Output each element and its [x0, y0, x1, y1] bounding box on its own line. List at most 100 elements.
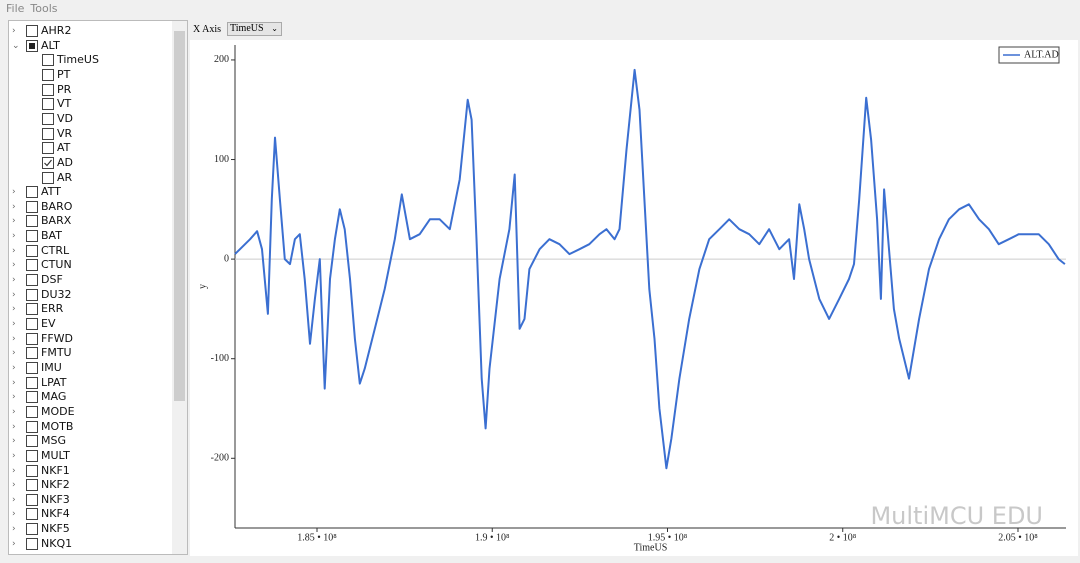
checkbox[interactable]	[42, 171, 54, 184]
tree-row[interactable]: › FFWD	[9, 332, 174, 346]
checkbox[interactable]	[26, 332, 38, 345]
x-axis-select[interactable]: TimeUS ⌄	[227, 22, 282, 36]
menu-item[interactable]: Tools	[30, 2, 58, 15]
menu-item[interactable]: File	[6, 2, 25, 15]
expand-arrow[interactable]: ›	[12, 348, 16, 359]
tree-row[interactable]: › NKQ1	[9, 537, 174, 551]
checkbox[interactable]	[26, 493, 38, 506]
checkbox[interactable]	[26, 523, 38, 536]
expand-arrow[interactable]: ›	[12, 436, 16, 447]
tree-row[interactable]: PT	[9, 68, 174, 82]
tree-row[interactable]: › IMU	[9, 361, 174, 375]
tree-row[interactable]: VT	[9, 97, 174, 111]
checkbox[interactable]	[26, 508, 38, 521]
tree-row[interactable]: › LPAT	[9, 376, 174, 390]
tree-row[interactable]: › BAT	[9, 229, 174, 243]
expand-arrow[interactable]: ›	[12, 275, 16, 286]
checkbox[interactable]	[26, 244, 38, 257]
expand-arrow[interactable]: ›	[12, 231, 16, 242]
checkbox[interactable]	[26, 303, 38, 316]
checkbox[interactable]	[26, 435, 38, 448]
checkbox[interactable]	[26, 200, 38, 213]
tree-row[interactable]: AD	[9, 156, 174, 170]
tree-row[interactable]: › MAG	[9, 390, 174, 404]
tree-row[interactable]: VD	[9, 112, 174, 126]
tree-row[interactable]: › MSG	[9, 434, 174, 448]
tree-row[interactable]: › NKF3	[9, 493, 174, 507]
expand-arrow[interactable]: ›	[12, 494, 16, 505]
expand-arrow[interactable]: ›	[12, 216, 16, 227]
checkbox[interactable]	[26, 347, 38, 360]
tree-row[interactable]: › MODE	[9, 405, 174, 419]
tree-row[interactable]: ⌄ ALT	[9, 39, 174, 53]
tree-row[interactable]: › MOTB	[9, 420, 174, 434]
checkbox[interactable]	[26, 464, 38, 477]
expand-arrow[interactable]: ›	[12, 333, 16, 344]
tree-row[interactable]: › DU32	[9, 288, 174, 302]
expand-arrow[interactable]: ›	[12, 260, 16, 271]
expand-arrow[interactable]: ›	[12, 26, 16, 36]
expand-arrow[interactable]: ⌄	[12, 40, 20, 51]
expand-arrow[interactable]: ›	[12, 480, 16, 491]
tree-row[interactable]: TimeUS	[9, 53, 174, 67]
tree-row[interactable]: › EV	[9, 317, 174, 331]
expand-arrow[interactable]: ›	[12, 524, 16, 535]
checkbox[interactable]	[26, 361, 38, 374]
checkbox[interactable]	[26, 25, 38, 37]
expand-arrow[interactable]: ›	[12, 289, 16, 300]
expand-arrow[interactable]: ›	[12, 450, 16, 461]
expand-arrow[interactable]: ›	[12, 377, 16, 388]
tree-row[interactable]: VR	[9, 127, 174, 141]
tree-row[interactable]: › AHR2	[9, 24, 174, 38]
scroll-thumb[interactable]	[174, 31, 185, 401]
expand-arrow[interactable]: ›	[12, 319, 16, 329]
checkbox[interactable]	[26, 318, 38, 330]
tree-row[interactable]: › ATT	[9, 185, 174, 199]
checkbox[interactable]	[42, 156, 54, 169]
tree-row[interactable]: › NKF2	[9, 478, 174, 492]
expand-arrow[interactable]: ›	[12, 201, 16, 212]
checkbox[interactable]	[26, 288, 38, 301]
tree-row[interactable]: › CTUN	[9, 258, 174, 272]
tree-row[interactable]: › NKF5	[9, 522, 174, 536]
checkbox[interactable]	[26, 420, 38, 433]
tree-row[interactable]: › DSF	[9, 273, 174, 287]
checkbox[interactable]	[26, 39, 38, 52]
expand-arrow[interactable]: ›	[12, 362, 16, 373]
checkbox[interactable]	[26, 449, 38, 462]
tree-row[interactable]: › ERR	[9, 302, 174, 316]
checkbox[interactable]	[26, 391, 38, 404]
tree-row[interactable]: AT	[9, 141, 174, 155]
scrollbar[interactable]	[172, 21, 187, 554]
tree-row[interactable]: › CTRL	[9, 244, 174, 258]
checkbox[interactable]	[42, 127, 54, 140]
tree-row[interactable]: › MULT	[9, 449, 174, 463]
checkbox[interactable]	[42, 98, 54, 111]
checkbox[interactable]	[26, 215, 38, 228]
checkbox[interactable]	[26, 230, 38, 243]
expand-arrow[interactable]: ›	[12, 421, 16, 432]
checkbox[interactable]	[42, 142, 54, 155]
expand-arrow[interactable]: ›	[12, 392, 16, 403]
tree-row[interactable]: › FMTU	[9, 346, 174, 360]
checkbox[interactable]	[42, 54, 54, 67]
checkbox[interactable]	[26, 259, 38, 272]
expand-arrow[interactable]: ›	[12, 187, 16, 198]
checkbox[interactable]	[42, 112, 54, 125]
expand-arrow[interactable]: ›	[12, 304, 16, 315]
expand-arrow[interactable]: ›	[12, 406, 16, 417]
tree-row[interactable]: › NKF4	[9, 507, 174, 521]
checkbox[interactable]	[42, 68, 54, 81]
checkbox[interactable]	[42, 83, 54, 96]
expand-arrow[interactable]: ›	[12, 538, 16, 549]
checkbox[interactable]	[26, 537, 38, 550]
tree-row[interactable]: › BARX	[9, 214, 174, 228]
checkbox[interactable]	[26, 186, 38, 199]
tree-row[interactable]: AR	[9, 171, 174, 185]
expand-arrow[interactable]: ›	[12, 509, 16, 520]
tree-row[interactable]: › BARO	[9, 200, 174, 214]
checkbox[interactable]	[26, 376, 38, 389]
checkbox[interactable]	[26, 274, 38, 287]
tree-row[interactable]: PR	[9, 83, 174, 97]
expand-arrow[interactable]: ›	[12, 465, 16, 476]
